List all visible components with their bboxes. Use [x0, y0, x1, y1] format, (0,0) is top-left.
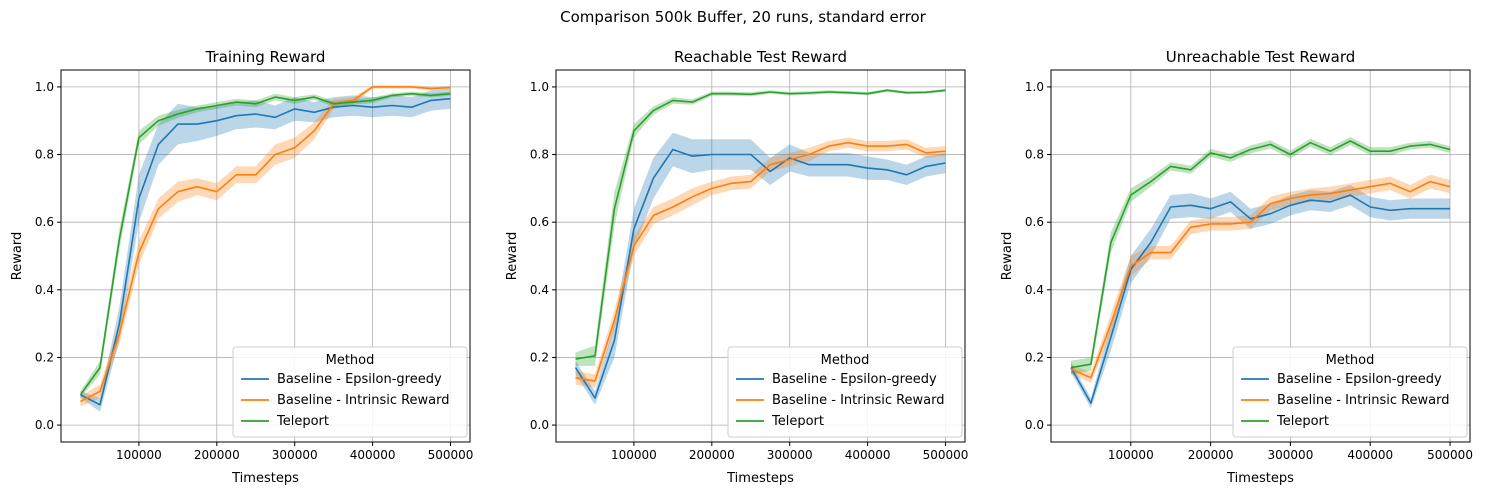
y-tick-label: 1.0 [35, 80, 54, 94]
y-tick-label: 0.4 [530, 283, 549, 297]
y-axis-label: Reward [10, 232, 25, 280]
y-axis-label: Reward [505, 232, 520, 280]
series-line-baseline_epsilon [1070, 194, 1450, 404]
y-tick-label: 1.0 [1025, 80, 1044, 94]
error-band-baseline_epsilon [1071, 185, 1450, 409]
legend-entry: Baseline - Intrinsic Reward [277, 393, 450, 408]
y-tick-label: 0.8 [1025, 148, 1044, 162]
x-tick-label: 100000 [611, 448, 657, 462]
legend-entry: Baseline - Intrinsic Reward [772, 393, 945, 408]
x-tick-label: 300000 [767, 448, 813, 462]
legend-entry: Baseline - Intrinsic Reward [1277, 393, 1450, 408]
y-tick-label: 0.2 [1025, 350, 1044, 364]
axes-frame [1050, 69, 1471, 443]
x-axis-label: Timesteps [726, 471, 794, 486]
legend-box [232, 346, 468, 438]
figure-suptitle: Comparison 500k Buffer, 20 runs, standar… [560, 8, 926, 26]
y-tick-label: 0.4 [1025, 283, 1044, 297]
y-tick-label: 0.8 [35, 148, 54, 162]
chart-title: Unreachable Test Reward [1166, 48, 1356, 66]
error-band-teleport [1071, 137, 1450, 375]
x-tick-label: 100000 [116, 448, 162, 462]
x-axis-label: Timesteps [1226, 471, 1294, 486]
legend: Method Baseline - Epsilon-greedy Baseline … [727, 346, 963, 438]
legend: Method Baseline - Epsilon-greedy Baseline … [1232, 346, 1468, 438]
x-tick-label: 200000 [194, 448, 240, 462]
chart-panel-3: 100000 200000 300000 400000 500000 0.0 0.2 0.4 0… [1000, 48, 1473, 486]
y-tick-label: 0.6 [530, 215, 549, 229]
series-line-baseline_intrinsic [575, 141, 946, 382]
legend-entry: Baseline - Epsilon-greedy [772, 372, 937, 387]
x-tick-label: 400000 [845, 448, 891, 462]
series-line-baseline_intrinsic [80, 86, 451, 403]
chart-panel-2: 100000 200000 300000 400000 500000 0.0 0.2 0.4 0… [505, 48, 968, 486]
x-tick-label: 200000 [689, 448, 735, 462]
y-axis-label: Reward [1000, 232, 1015, 280]
legend-entry: Teleport [1276, 414, 1329, 429]
series-line-teleport [1070, 140, 1451, 369]
y-tick-label: 0.2 [530, 350, 549, 364]
x-tick-label: 500000 [1427, 448, 1473, 462]
legend-entry: Baseline - Epsilon-greedy [277, 372, 442, 387]
chart-title: Training Reward [205, 48, 326, 66]
y-tick-label: 0.0 [35, 418, 54, 432]
chart-panel-1: 100000 200000 300000 400000 500000 0.0 0.2 0.4 0… [10, 48, 473, 486]
axes-frame [555, 69, 966, 443]
y-tick-label: 0.0 [1025, 418, 1044, 432]
y-tick-label: 0.4 [35, 283, 54, 297]
series-line-teleport [575, 89, 946, 360]
legend-entry: Baseline - Epsilon-greedy [1277, 372, 1442, 387]
legend-title: Method [326, 353, 375, 368]
x-tick-label: 200000 [1188, 448, 1234, 462]
axes-frame [60, 69, 471, 443]
x-tick-label: 400000 [1347, 448, 1393, 462]
x-tick-label: 500000 [923, 448, 969, 462]
legend-box [727, 346, 963, 438]
x-tick-label: 500000 [428, 448, 474, 462]
y-tick-label: 0.2 [35, 350, 54, 364]
legend-title: Method [1326, 353, 1375, 368]
x-tick-label: 400000 [350, 448, 396, 462]
chart-title: Reachable Test Reward [674, 48, 847, 66]
series-line-baseline_epsilon [80, 97, 451, 406]
legend-entry: Teleport [771, 414, 824, 429]
y-tick-label: 0.0 [530, 418, 549, 432]
legend-entry: Teleport [276, 414, 329, 429]
series-line-baseline_epsilon [574, 148, 946, 399]
x-tick-label: 300000 [1268, 448, 1314, 462]
legend-title: Method [821, 353, 870, 368]
series-line-baseline_intrinsic [1070, 180, 1451, 379]
series-line-teleport [79, 92, 451, 396]
y-tick-label: 0.8 [530, 148, 549, 162]
legend: Method Baseline - Epsilon-greedy Baseline … [232, 346, 468, 438]
x-tick-label: 100000 [1108, 448, 1154, 462]
y-tick-label: 1.0 [530, 80, 549, 94]
y-tick-label: 0.6 [35, 215, 54, 229]
x-axis-label: Timesteps [231, 471, 299, 486]
legend-box [1232, 346, 1468, 438]
y-tick-label: 0.6 [1025, 215, 1044, 229]
x-tick-label: 300000 [272, 448, 318, 462]
